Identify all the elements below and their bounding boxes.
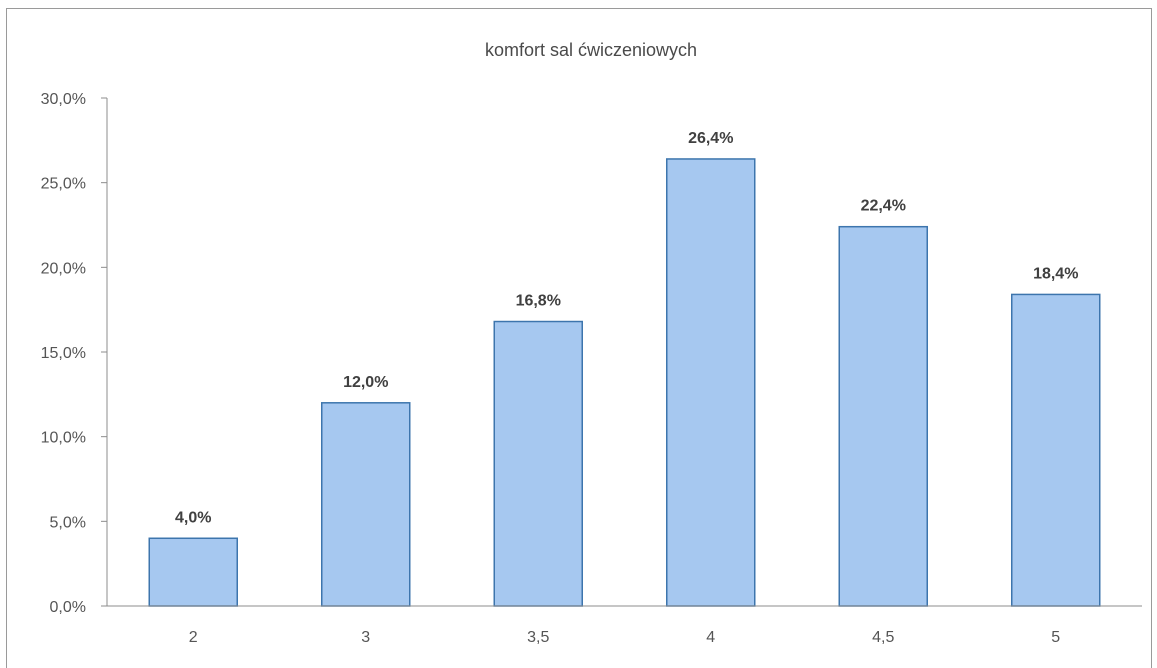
y-tick-label: 0,0% bbox=[50, 599, 86, 616]
data-label: 16,8% bbox=[516, 293, 561, 310]
y-tick-label: 5,0% bbox=[50, 514, 86, 531]
bar bbox=[148, 537, 238, 607]
y-tick-label: 10,0% bbox=[41, 430, 86, 447]
x-tick-label: 5 bbox=[1051, 629, 1060, 646]
y-tick-label: 15,0% bbox=[41, 345, 86, 362]
bar bbox=[493, 320, 583, 607]
data-label: 18,4% bbox=[1033, 265, 1078, 282]
bar bbox=[838, 225, 928, 607]
x-tick-label: 3,5 bbox=[527, 629, 549, 646]
data-label: 4,0% bbox=[175, 509, 211, 526]
bar bbox=[666, 158, 756, 607]
x-tick-label: 4,5 bbox=[872, 629, 894, 646]
x-tick-label: 2 bbox=[189, 629, 198, 646]
x-tick-label: 3 bbox=[361, 629, 370, 646]
data-label: 26,4% bbox=[688, 130, 733, 147]
y-tick-label: 20,0% bbox=[41, 260, 86, 277]
chart-title: komfort sal ćwiczeniowych bbox=[484, 40, 698, 60]
data-label: 22,4% bbox=[861, 198, 906, 215]
x-tick-label: 4 bbox=[706, 629, 715, 646]
y-tick-label: 30,0% bbox=[41, 91, 86, 108]
y-tick-label: 25,0% bbox=[41, 176, 86, 193]
data-label: 12,0% bbox=[343, 374, 388, 391]
bar bbox=[1011, 293, 1101, 607]
bar bbox=[321, 402, 411, 607]
